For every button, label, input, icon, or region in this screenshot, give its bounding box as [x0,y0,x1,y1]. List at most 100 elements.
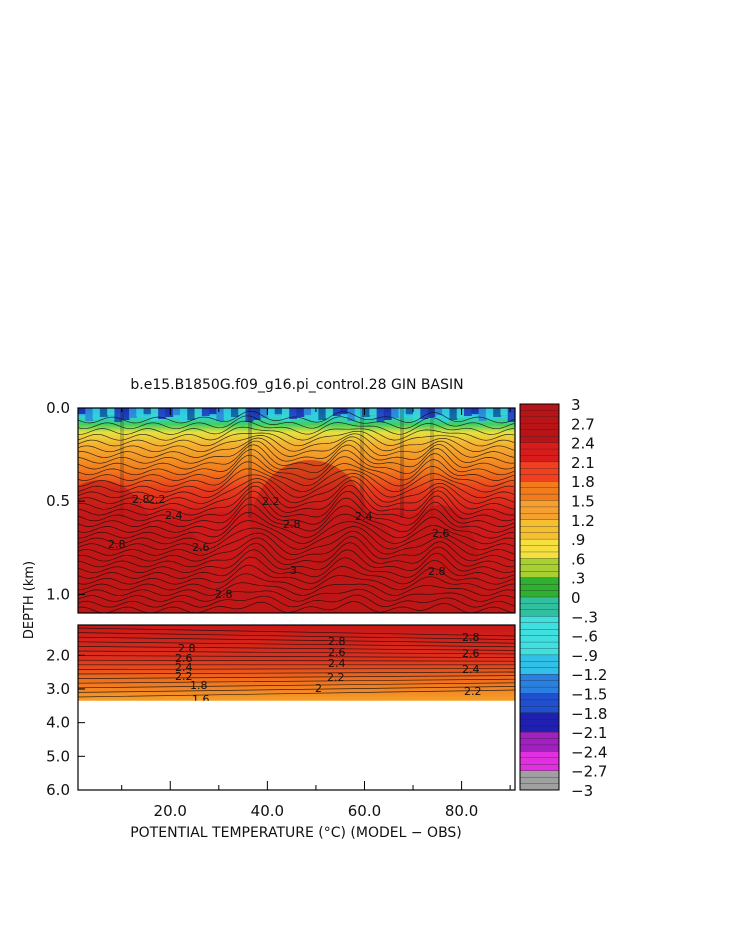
colorbar-band [519,416,560,424]
colorbar-band [519,461,560,469]
surface-patch [223,408,232,419]
surface-patch [405,408,414,414]
contour-label: 2.8 [328,635,346,648]
colorbar-tick-label: 1.5 [571,493,595,511]
surface-patch [78,408,86,414]
colorbar-band [519,731,560,739]
streak-4 [430,408,434,518]
colorbar-tick-label: −.9 [571,647,598,665]
surface-patch [369,408,378,415]
contour-line [78,439,515,464]
colorbar-band [519,680,560,688]
colorbar-tick-label: −1.2 [571,666,607,684]
colorbar-tick-label: 1.2 [571,512,595,530]
x-tick-label: 60.0 [348,802,381,820]
contour-line [78,444,515,470]
x-tick-label: 80.0 [445,802,478,820]
y-tick-label: 2.0 [46,646,70,664]
contour-line [78,426,515,441]
contour-line [78,646,515,651]
contour-label: 2.2 [464,685,482,698]
contour-line [78,650,515,655]
surface-patch [391,408,399,418]
contour-line [78,410,515,424]
y-axis-label: DEPTH (km) [22,561,37,639]
contour-line [78,682,515,689]
y-tick-label: 6.0 [46,781,70,799]
colorbar-band [519,738,560,746]
contour-line [78,655,515,658]
contour-line [78,564,515,585]
surface-patch [347,408,356,421]
contour-line [78,686,515,693]
lower-panel-field [78,625,515,701]
surface-patch [420,408,429,419]
surface-patch [493,408,501,417]
colorbar-band [519,493,560,501]
streak-2 [360,408,364,518]
surface-patch [114,408,123,422]
colorbar-band [519,513,560,521]
colorbar-band [519,532,560,540]
contour-line [78,484,515,516]
colorbar-band [519,609,560,617]
colorbar-band [519,661,560,669]
surface-patch [245,408,254,422]
colorbar-band [519,783,560,791]
contour-line [78,415,515,430]
surface-patch [281,408,290,421]
colorbar-band [519,423,560,431]
colorbar-band [519,744,560,752]
upper-panel-frame [77,407,516,614]
contour-line [78,668,515,670]
y-tick-label: 0.5 [46,492,70,510]
colorbar-band [519,776,560,785]
surface-patch [507,408,515,422]
surface-patch [478,408,487,421]
colorbar-band [519,538,560,546]
surface-patch [99,408,108,417]
colorbar-band [519,635,560,643]
colorbar-band [519,764,560,772]
surface-patch [456,408,465,418]
contour-label: 2.6 [175,652,193,665]
surface-patch [209,408,217,414]
colorbar-band [519,448,560,456]
surface-patch [267,408,276,416]
colorbar-band [519,519,560,527]
contour-line [78,480,515,510]
contour-line [78,542,515,568]
contour-label: 2.2 [327,671,345,684]
contour-line [78,490,515,522]
surface-patch [143,408,152,414]
colorbar-band [519,558,560,566]
surface-patch [296,408,305,417]
surface-patch [485,408,494,419]
contour-label: 2.6 [462,647,480,660]
contour-label: 2.2 [175,670,193,683]
colorbar-band [519,410,560,418]
streak-0 [120,408,124,518]
surface-patch [325,408,334,418]
colorbar-band [519,686,560,694]
no-data-region [78,700,515,701]
colorbar-band [519,616,560,624]
contour-line [78,461,515,487]
surface-patch [332,408,341,416]
surface-patch [303,408,312,415]
colorbar-band [519,571,560,579]
surface-patch [238,408,247,415]
colorbar-tick-label: −1.8 [571,705,607,723]
contour-line [78,594,515,608]
contour-line [78,526,515,551]
contour-line [78,627,515,637]
surface-patch [128,408,137,418]
surface-patch [179,408,188,422]
surface-patch [434,408,443,415]
surface-patch [289,408,297,419]
colorbar-tick-label: .6 [571,550,585,568]
contour-line [78,689,515,698]
colorbar-band [519,699,560,707]
contour-line [78,503,515,533]
